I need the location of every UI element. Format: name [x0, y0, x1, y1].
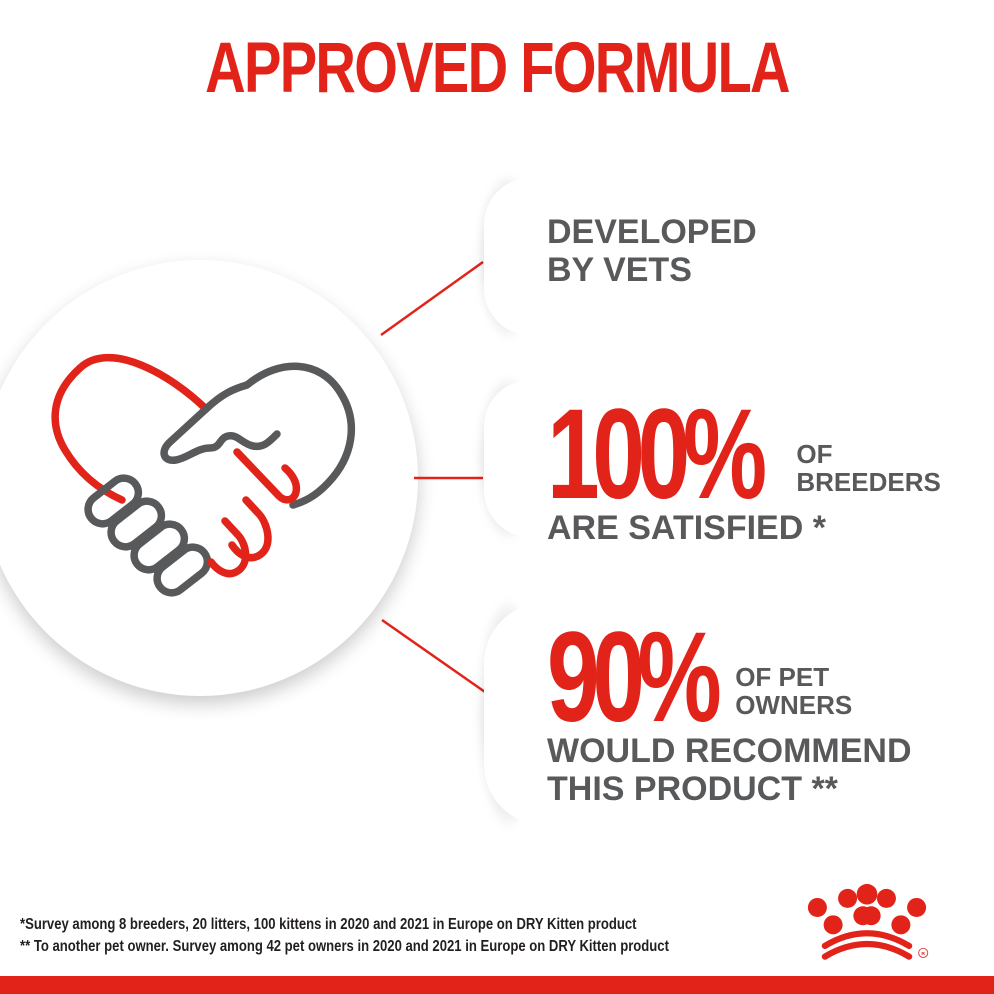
svg-text:R: R: [921, 951, 925, 957]
